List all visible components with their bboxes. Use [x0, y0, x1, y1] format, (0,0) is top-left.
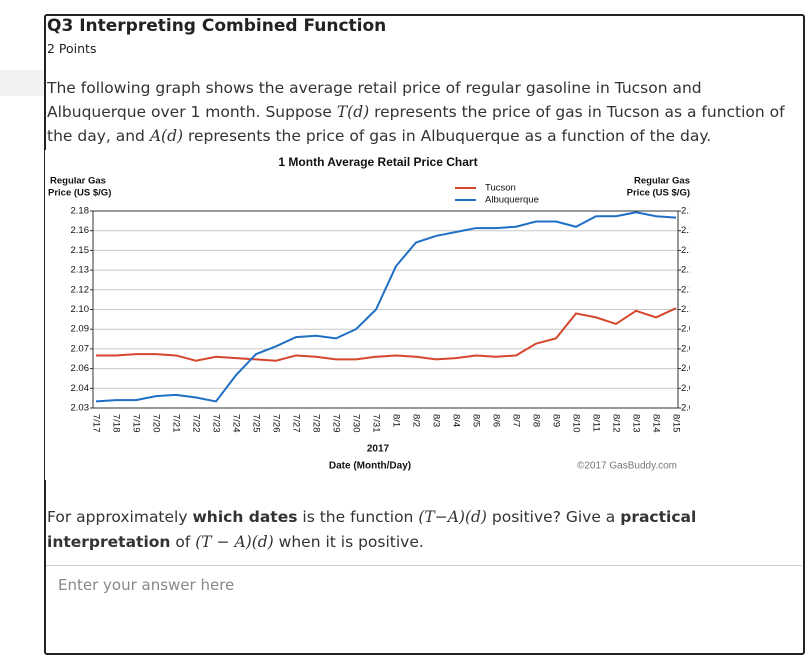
credit: ©2017 GasBuddy.com — [577, 461, 677, 472]
text: positive? Give a — [486, 508, 621, 526]
x-tick-label: 7/21 — [170, 414, 181, 433]
y2-tick-label: 2.18 — [681, 206, 690, 217]
y-label: Price (US $/G) — [48, 188, 111, 199]
side-tab — [0, 70, 44, 96]
y2-label: Price (US $/G) — [627, 188, 690, 199]
x-tick-label: 7/20 — [150, 414, 161, 433]
y-label: Regular Gas — [50, 176, 106, 187]
x-tick-label: 7/27 — [290, 414, 301, 433]
y-tick-label: 2.16 — [71, 225, 90, 236]
text: For approximately — [47, 508, 193, 526]
y-tick-label: 2.04 — [71, 383, 90, 394]
math: T(d) — [336, 103, 370, 121]
series-line — [95, 211, 677, 403]
question-points: 2 Points — [47, 41, 97, 56]
legend-label: Tucson — [485, 183, 516, 194]
y2-label: Regular Gas — [634, 176, 690, 187]
x-tick-label: 8/1 — [390, 414, 401, 427]
text: which dates — [192, 508, 298, 526]
x-tick-label: 7/22 — [190, 414, 201, 433]
x-tick-label: 7/23 — [210, 414, 221, 433]
x-tick-label: 7/26 — [270, 414, 281, 433]
y-tick-label: 2.10 — [71, 304, 90, 315]
text: represents the price of gas in Tucson as… — [47, 103, 785, 145]
x-tick-label: 7/19 — [130, 414, 141, 433]
y2-tick-label: 2.09 — [681, 324, 690, 335]
x-tick-label: 8/15 — [670, 414, 681, 433]
math: (T − A)(d) — [195, 533, 274, 551]
series-line — [96, 307, 677, 362]
y2-tick-label: 2.06 — [681, 363, 690, 374]
y-tick-label: 2.12 — [71, 284, 90, 295]
math: A(d) — [149, 127, 184, 145]
y-tick-label: 2.03 — [71, 403, 90, 414]
text: The following graph shows the average re… — [47, 79, 702, 121]
x-tick-label: 8/13 — [630, 414, 641, 433]
x-tick-label: 8/10 — [570, 414, 581, 433]
x-tick-label: 8/4 — [450, 414, 461, 427]
y-tick-label: 2.07 — [71, 343, 90, 354]
answer-box[interactable]: Enter your answer here — [46, 565, 802, 654]
x-tick-label: 7/30 — [350, 414, 361, 433]
x-tick-label: 7/29 — [330, 414, 341, 433]
text: is the function — [297, 508, 419, 526]
text: when it is positive. — [273, 533, 424, 551]
y2-tick-label: 2.12 — [681, 284, 690, 295]
y-tick-label: 2.13 — [71, 265, 90, 276]
y2-tick-label: 2.03 — [681, 403, 690, 414]
x-tick-label: 8/9 — [550, 414, 561, 427]
x-tick-label: 8/14 — [650, 414, 661, 433]
y2-tick-label: 2.07 — [681, 343, 690, 354]
x-tick-label: 7/18 — [110, 414, 121, 433]
math: (T−A)(d) — [418, 508, 487, 526]
y2-tick-label: 2.10 — [681, 304, 690, 315]
x-tick-label: 8/8 — [530, 414, 541, 427]
answer-placeholder: Enter your answer here — [58, 576, 235, 594]
x-tick-label: 8/3 — [430, 414, 441, 427]
y2-tick-label: 2.13 — [681, 265, 690, 276]
y2-tick-label: 2.04 — [681, 383, 690, 394]
x-label: Date (Month/Day) — [329, 461, 411, 472]
question-prompt: For approximately which dates is the fun… — [47, 505, 707, 555]
text: represents the price of gas in Albuquerq… — [183, 127, 712, 145]
x-tick-label: 7/25 — [250, 414, 261, 433]
x-tick-label: 8/7 — [510, 414, 521, 427]
x-tick-label: 8/2 — [410, 414, 421, 427]
x-tick-label: 7/31 — [370, 414, 381, 433]
x-tick-label: 7/24 — [230, 414, 241, 433]
x-tick-label: 8/11 — [590, 414, 601, 432]
y-tick-label: 2.15 — [71, 245, 90, 256]
question-intro: The following graph shows the average re… — [47, 76, 797, 148]
x-year-label: 2017 — [367, 444, 390, 455]
chart-title: 1 Month Average Retail Price Chart — [278, 155, 477, 169]
y-tick-label: 2.06 — [71, 363, 90, 374]
question-title: Q3 Interpreting Combined Function — [47, 16, 387, 36]
text: of — [170, 533, 196, 551]
x-tick-label: 8/5 — [470, 414, 481, 427]
legend-label: Albuquerque — [485, 195, 539, 206]
y-tick-label: 2.09 — [71, 324, 90, 335]
y2-tick-label: 2.16 — [681, 225, 690, 236]
x-tick-label: 7/28 — [310, 414, 321, 433]
x-tick-label: 8/6 — [490, 414, 501, 427]
x-tick-label: 8/12 — [610, 414, 621, 433]
x-tick-label: 7/17 — [90, 414, 101, 433]
chart: 1 Month Average Retail Price Chart Regul… — [45, 150, 690, 480]
y-tick-label: 2.18 — [71, 206, 90, 217]
y2-tick-label: 2.15 — [681, 245, 690, 256]
plot-frame — [92, 210, 679, 409]
text: practical interpretation — [47, 508, 697, 551]
